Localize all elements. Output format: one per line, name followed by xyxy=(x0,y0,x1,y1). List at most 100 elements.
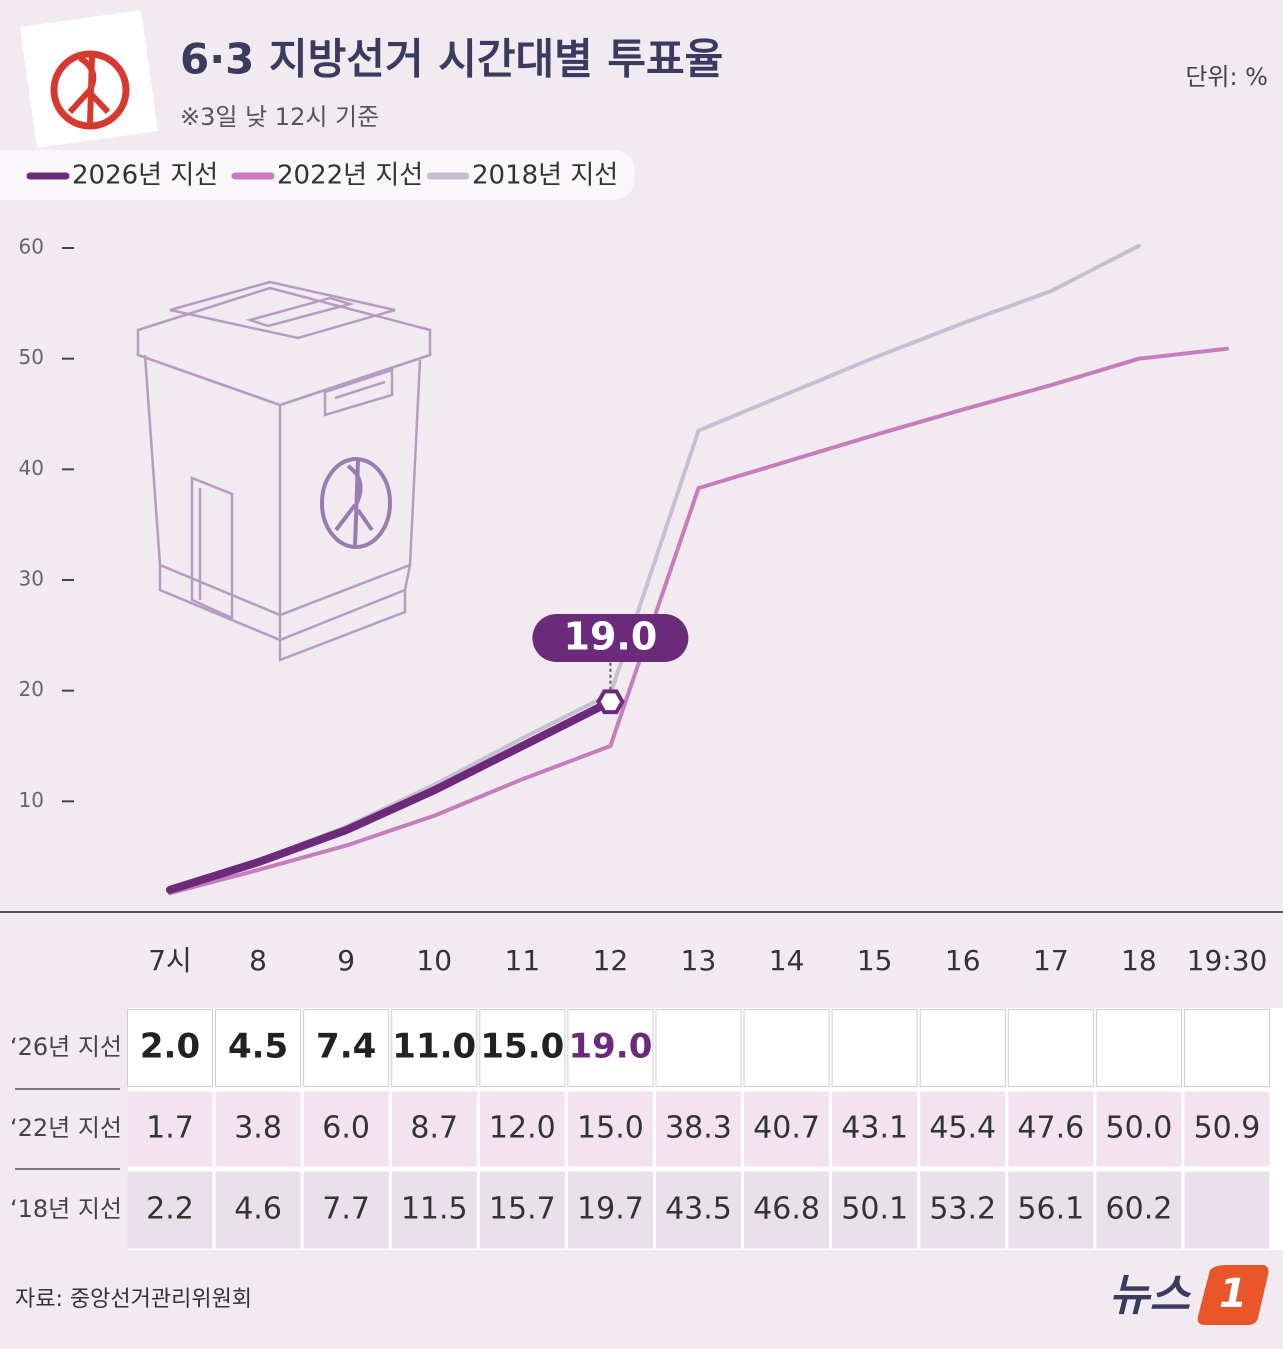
legend-label: 2026년 지선 xyxy=(72,161,218,191)
plot-area: 10 20 30 40 50 60 7시 8 9 10 11 12 13 14 15 16 17 18 19:30 1… xyxy=(10,235,1283,1250)
table-cell xyxy=(479,1091,565,1167)
table-cell xyxy=(832,1091,918,1167)
table-value: 4.6 xyxy=(234,1192,282,1227)
table-value: 3.8 xyxy=(234,1111,282,1146)
chart-subtitle: ※3일 낮 12시 기준 xyxy=(180,103,379,131)
table-value: 19.7 xyxy=(577,1192,644,1227)
table-value: 50.9 xyxy=(1194,1111,1261,1146)
table-value: 4.5 xyxy=(228,1027,288,1067)
table-cell xyxy=(919,1009,1006,1087)
table-cell xyxy=(1184,1171,1270,1249)
table-cell xyxy=(567,1091,653,1167)
x-tick-label: 14 xyxy=(769,944,805,977)
y-tick-label: 10 xyxy=(19,788,44,812)
table-value: 11.5 xyxy=(401,1192,468,1227)
table-cell xyxy=(215,1009,302,1087)
table-value: 43.1 xyxy=(841,1111,908,1146)
table-value: 1.7 xyxy=(146,1111,194,1146)
table-value: 50.1 xyxy=(841,1192,908,1227)
x-tick-label: 16 xyxy=(945,944,981,977)
table-cell xyxy=(655,1009,742,1087)
table-cell xyxy=(303,1171,389,1249)
table-cell xyxy=(1008,1171,1094,1249)
table-cell xyxy=(127,1091,213,1167)
table-cell xyxy=(215,1091,301,1167)
table-value: 15.0 xyxy=(577,1111,644,1146)
table-value: 45.4 xyxy=(929,1111,996,1146)
y-tick-label: 30 xyxy=(19,567,44,591)
table-cell xyxy=(831,1009,918,1087)
table-cell xyxy=(1184,1091,1270,1167)
x-tick-label: 17 xyxy=(1033,944,1069,977)
point-marker xyxy=(596,689,625,715)
table-cell xyxy=(479,1009,566,1087)
table-cell xyxy=(303,1009,390,1087)
table-cell xyxy=(1096,1091,1182,1167)
table-value: 12.0 xyxy=(489,1111,556,1146)
table-value: 60.2 xyxy=(1106,1192,1173,1227)
table-cell xyxy=(391,1009,478,1087)
table-cell xyxy=(391,1171,477,1249)
table-value: 7.4 xyxy=(316,1027,376,1067)
table-cell xyxy=(744,1171,830,1249)
table-cell xyxy=(1095,1009,1182,1087)
table-value: 7.7 xyxy=(322,1192,370,1227)
row-label: ‘18년 지선 xyxy=(10,1195,122,1223)
table-cell xyxy=(743,1009,830,1087)
table-cell xyxy=(127,1171,213,1249)
x-tick-label: 13 xyxy=(681,944,717,977)
table-cell xyxy=(303,1091,389,1167)
table-value: 53.2 xyxy=(929,1192,996,1227)
ballot-icon xyxy=(20,10,158,148)
table-cell xyxy=(832,1171,918,1249)
legend-label: 2018년 지선 xyxy=(472,161,618,191)
table-cell xyxy=(1007,1009,1094,1087)
row-label: ‘26년 지선 xyxy=(10,1033,122,1061)
x-tick-label: 19:30 xyxy=(1187,944,1268,977)
unit-label: 단위: % xyxy=(1185,63,1268,91)
series-line xyxy=(168,243,1141,890)
y-tick-label: 40 xyxy=(19,456,44,480)
x-tick-label: 10 xyxy=(416,944,452,977)
logo-text: 뉴스 xyxy=(1109,1270,1191,1321)
x-tick-label: 11 xyxy=(505,944,541,977)
table-cell xyxy=(655,1171,742,1249)
table-value: 47.6 xyxy=(1017,1111,1084,1146)
logo-mark: 1 xyxy=(1219,1271,1247,1317)
x-tick-label: 18 xyxy=(1121,944,1157,977)
x-tick-label: 9 xyxy=(337,944,355,977)
table-value: 15.7 xyxy=(489,1192,556,1227)
y-tick-label: 50 xyxy=(19,345,44,369)
table-value: 46.8 xyxy=(753,1192,820,1227)
table-cell xyxy=(655,1091,742,1167)
table-cell xyxy=(391,1091,477,1167)
table-value: 15.0 xyxy=(480,1027,564,1067)
table-cell xyxy=(920,1091,1006,1167)
callout-box xyxy=(532,614,689,662)
series-line xyxy=(166,697,615,894)
x-tick-label: 8 xyxy=(249,944,267,977)
callout-label: 19.0 xyxy=(564,615,658,659)
series-line xyxy=(168,346,1229,896)
table-value: 6.0 xyxy=(322,1111,370,1146)
table-cell xyxy=(1183,1009,1271,1087)
legend-label: 2022년 지선 xyxy=(277,161,423,191)
table-cell xyxy=(1096,1171,1182,1249)
table-value: 38.3 xyxy=(665,1111,732,1146)
table-cell xyxy=(567,1171,653,1249)
table-value: 56.1 xyxy=(1017,1192,1084,1227)
news-logo: 뉴스 1 xyxy=(1109,1265,1269,1325)
table-value: 2.0 xyxy=(140,1027,200,1067)
y-tick-label: 20 xyxy=(19,677,44,701)
table-value: 43.5 xyxy=(665,1192,732,1227)
ballot-box-illustration xyxy=(136,280,432,662)
chart-title: 6·3 지방선거 시간대별 투표율 xyxy=(180,35,723,84)
source: 자료: 중앙선거관리위원회 xyxy=(15,1287,252,1312)
legend: 2026년 지선 2022년 지선 2018년 지선 xyxy=(26,161,618,191)
table-cell xyxy=(920,1171,1006,1249)
table-value: 19.0 xyxy=(568,1027,652,1067)
x-tick-label: 7시 xyxy=(148,944,192,977)
x-tick-label: 15 xyxy=(857,944,893,977)
table-value: 2.2 xyxy=(146,1192,194,1227)
